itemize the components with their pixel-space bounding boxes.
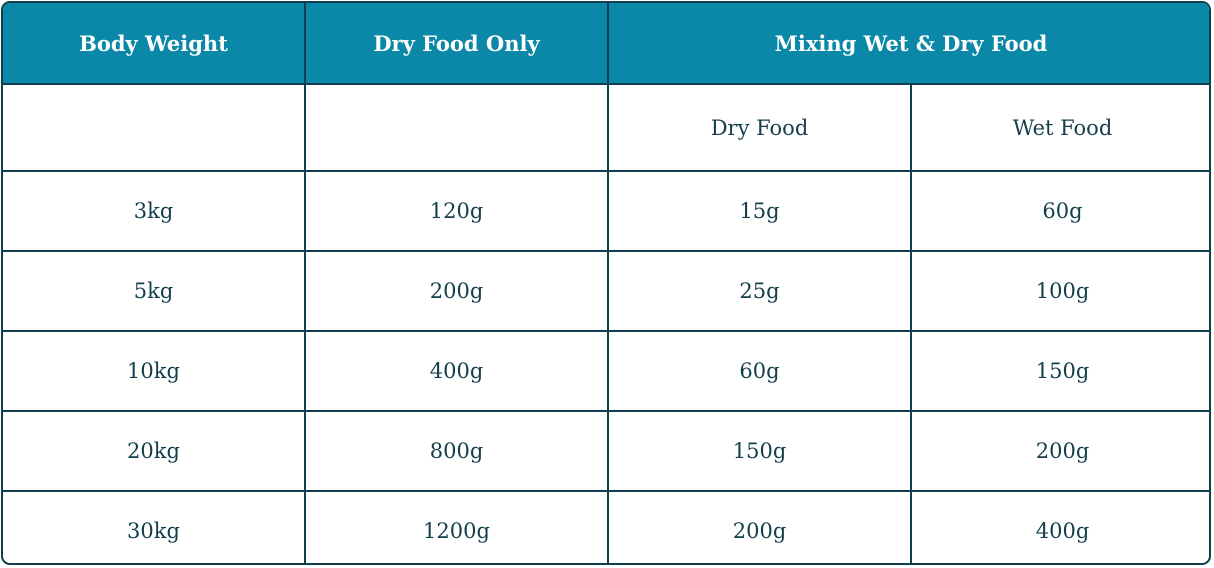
feeding-table: Body Weight Dry Food Only Mixing Wet & D…: [3, 3, 1209, 563]
data-cell: 150g: [607, 410, 912, 492]
data-cell: 200g: [304, 250, 609, 332]
header-cell: Body Weight: [3, 3, 306, 85]
header-cell: Dry Food Only: [304, 3, 609, 85]
header-cell: Mixing Wet & Dry Food: [607, 3, 1209, 85]
data-cell: 25g: [607, 250, 912, 332]
data-cell: 400g: [910, 490, 1209, 563]
header-row: Body Weight Dry Food Only Mixing Wet & D…: [3, 3, 1209, 85]
data-cell: 5kg: [3, 250, 306, 332]
empty-cell: [304, 83, 609, 172]
data-cell: 200g: [910, 410, 1209, 492]
data-cell: 200g: [607, 490, 912, 563]
data-row: 30kg 1200g 200g 400g: [3, 490, 1209, 563]
data-row: 5kg 200g 25g 100g: [3, 250, 1209, 332]
subheader-row: Dry Food Wet Food: [3, 83, 1209, 172]
data-cell: 150g: [910, 330, 1209, 412]
data-cell: 120g: [304, 170, 609, 252]
data-cell: 60g: [607, 330, 912, 412]
data-cell: 20kg: [3, 410, 306, 492]
data-cell: 15g: [607, 170, 912, 252]
data-cell: 800g: [304, 410, 609, 492]
data-cell: 30kg: [3, 490, 306, 563]
data-row: 3kg 120g 15g 60g: [3, 170, 1209, 252]
data-row: 20kg 800g 150g 200g: [3, 410, 1209, 492]
data-cell: 60g: [910, 170, 1209, 252]
empty-cell: [3, 83, 306, 172]
data-row: 10kg 400g 60g 150g: [3, 330, 1209, 412]
data-cell: 1200g: [304, 490, 609, 563]
subheader-cell: Dry Food: [607, 83, 912, 172]
data-cell: 400g: [304, 330, 609, 412]
subheader-cell: Wet Food: [910, 83, 1209, 172]
data-cell: 10kg: [3, 330, 306, 412]
data-cell: 100g: [910, 250, 1209, 332]
data-cell: 3kg: [3, 170, 306, 252]
